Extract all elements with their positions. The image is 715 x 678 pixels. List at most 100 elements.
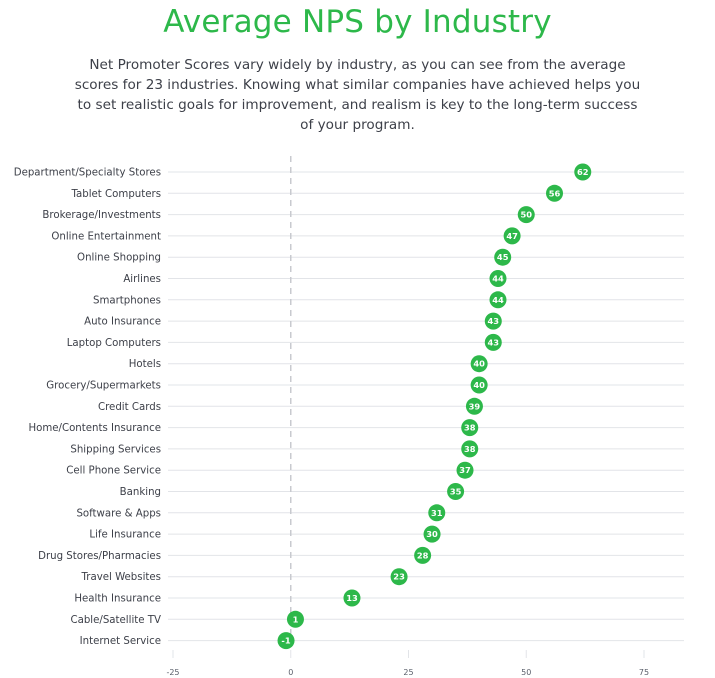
x-tick-label: 0 xyxy=(288,668,293,677)
data-point: 44 xyxy=(489,270,507,287)
data-point: 28 xyxy=(414,546,432,564)
data-point: 31 xyxy=(428,504,446,522)
data-point-marker xyxy=(343,589,361,607)
category-label: Software & Apps xyxy=(76,508,161,519)
category-label: Banking xyxy=(120,487,161,498)
data-point-marker xyxy=(517,206,535,224)
data-point-label: 35 xyxy=(450,487,462,497)
data-point: 35 xyxy=(447,483,465,500)
data-point-label: 44 xyxy=(492,295,504,305)
data-point-marker xyxy=(489,270,507,287)
x-tick-label: 75 xyxy=(639,668,649,677)
data-point-label: 62 xyxy=(577,167,589,177)
category-label: Drug Stores/Pharmacies xyxy=(38,551,161,562)
category-label: Home/Contents Insurance xyxy=(28,423,161,434)
data-point-label: 39 xyxy=(469,401,481,411)
data-point-marker xyxy=(503,227,521,245)
data-point: 39 xyxy=(465,397,483,415)
category-label: Grocery/Supermarkets xyxy=(46,381,161,392)
data-point-marker xyxy=(414,546,432,564)
data-point-label: 1 xyxy=(293,614,299,624)
data-point: 43 xyxy=(484,312,502,330)
data-point: 38 xyxy=(461,440,479,458)
data-point-marker xyxy=(423,525,441,543)
data-point: 37 xyxy=(456,461,474,479)
data-point-marker xyxy=(484,333,502,351)
category-label: Smartphones xyxy=(93,295,161,306)
data-point-marker xyxy=(484,312,502,330)
data-point: 56 xyxy=(546,184,564,202)
data-point: 23 xyxy=(390,568,408,586)
chart-subtitle: Net Promoter Scores vary widely by indus… xyxy=(74,57,641,133)
category-label: Hotels xyxy=(129,359,161,370)
data-point-marker xyxy=(461,440,479,458)
data-point-marker xyxy=(470,376,488,394)
data-point-marker xyxy=(390,568,408,586)
category-label: Health Insurance xyxy=(74,594,161,605)
x-tick-label: 50 xyxy=(521,668,531,677)
data-point-label: 40 xyxy=(473,380,485,390)
data-point-marker xyxy=(447,483,465,500)
x-tick-label: -25 xyxy=(166,668,179,677)
category-label: Laptop Computers xyxy=(67,338,161,349)
category-label: Online Entertainment xyxy=(51,231,161,242)
category-label: Travel Websites xyxy=(81,572,161,583)
data-point-marker xyxy=(456,461,474,479)
data-point-label: 43 xyxy=(488,337,500,347)
data-point: 47 xyxy=(503,227,521,245)
category-label: Credit Cards xyxy=(98,402,161,413)
data-point-label: 38 xyxy=(464,444,476,454)
data-point-label: 30 xyxy=(426,529,438,539)
data-point-marker xyxy=(574,163,592,181)
data-point-label: 47 xyxy=(506,231,518,241)
category-label: Life Insurance xyxy=(89,530,161,541)
category-label: Internet Service xyxy=(80,636,161,647)
data-point-label: 37 xyxy=(459,465,471,475)
data-point: 1 xyxy=(286,610,304,628)
data-point-label: 23 xyxy=(393,572,405,582)
data-point-marker xyxy=(286,610,304,628)
data-point: 40 xyxy=(470,376,488,394)
data-point: 50 xyxy=(517,206,535,224)
data-point-marker xyxy=(489,291,507,309)
data-point-label: 43 xyxy=(488,316,500,326)
category-label: Tablet Computers xyxy=(70,189,161,200)
data-point-marker xyxy=(465,397,483,415)
category-label: Cable/Satellite TV xyxy=(70,615,161,626)
category-label: Cell Phone Service xyxy=(66,466,161,477)
category-label: Brokerage/Investments xyxy=(42,210,161,221)
data-point: 13 xyxy=(343,589,361,607)
data-point-label: 56 xyxy=(549,188,561,198)
data-point-marker xyxy=(428,504,446,522)
data-point: 30 xyxy=(423,525,441,543)
data-point-marker xyxy=(277,632,295,650)
data-point-label: -1 xyxy=(281,636,290,646)
data-point-marker xyxy=(546,184,564,202)
data-point: 43 xyxy=(484,333,502,351)
data-point-label: 44 xyxy=(492,274,504,284)
data-point-label: 40 xyxy=(473,359,485,369)
data-point-label: 28 xyxy=(417,550,429,560)
data-point-marker xyxy=(461,419,479,437)
category-label: Online Shopping xyxy=(77,253,161,264)
data-point: 44 xyxy=(489,291,507,309)
data-point-label: 50 xyxy=(520,210,532,220)
data-point-label: 13 xyxy=(346,593,358,603)
category-label: Auto Insurance xyxy=(84,317,161,328)
category-label: Department/Specialty Stores xyxy=(14,168,161,179)
data-point: 62 xyxy=(574,163,592,181)
x-tick-label: 25 xyxy=(403,668,413,677)
data-point-marker xyxy=(470,355,488,373)
data-point-marker xyxy=(494,248,512,266)
chart-title: Average NPS by Industry xyxy=(163,4,552,40)
data-point: 40 xyxy=(470,355,488,373)
data-point-label: 31 xyxy=(431,508,443,518)
category-label: Airlines xyxy=(123,274,161,285)
data-point: 45 xyxy=(494,248,512,266)
data-point: -1 xyxy=(277,632,295,650)
data-point: 38 xyxy=(461,419,479,437)
data-point-label: 45 xyxy=(497,252,509,262)
category-label: Shipping Services xyxy=(70,444,161,455)
data-point-label: 38 xyxy=(464,423,476,433)
